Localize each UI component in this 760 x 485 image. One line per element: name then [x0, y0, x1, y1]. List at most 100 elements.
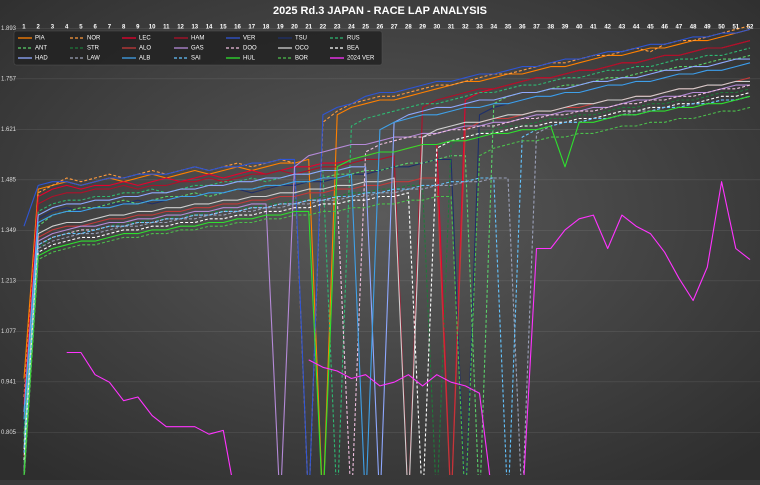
legend-label: NOR	[87, 36, 101, 42]
y-tick-label: 0.805	[1, 430, 17, 436]
legend-label: BEA	[347, 46, 359, 52]
lap-line	[23, 91, 751, 475]
legend-label: RUS	[347, 36, 360, 42]
y-tick-label: 1.757	[1, 76, 17, 82]
lap-line	[23, 95, 751, 475]
y-tick-label: 0.941	[1, 379, 17, 385]
x-tick-label: 42	[604, 25, 611, 31]
x-tick-label: 46	[661, 25, 668, 31]
x-tick-label: 8	[122, 25, 126, 31]
x-tick-label: 52	[747, 25, 754, 31]
legend-box	[13, 30, 383, 66]
x-tick-label: 28	[405, 25, 412, 31]
x-tick-label: 38	[547, 25, 554, 31]
chart-title: 2025 Rd.3 JAPAN - RACE LAP ANALYSIS	[273, 5, 487, 17]
x-tick-label: 48	[690, 25, 697, 31]
legend-label: GAS	[191, 46, 204, 52]
x-tick-label: 2	[37, 25, 41, 31]
legend-label: LAW	[87, 56, 100, 62]
legend-label: HAM	[191, 36, 204, 42]
x-tick-label: 41	[590, 25, 597, 31]
x-tick-label: 15	[220, 25, 227, 31]
x-tick-label: 18	[263, 25, 270, 31]
legend-label: BOR	[295, 56, 309, 62]
x-tick-label: 11	[163, 25, 170, 31]
lap-line	[23, 28, 751, 475]
x-tick-label: 20	[291, 25, 298, 31]
legend-label: VER	[243, 36, 256, 42]
x-tick-label: 30	[433, 25, 440, 31]
x-tick-label: 6	[93, 25, 97, 31]
lap-line	[23, 47, 751, 475]
legend-label: ALB	[139, 56, 150, 62]
lap-line	[23, 28, 751, 475]
x-tick-label: 44	[633, 25, 640, 31]
y-tick-label: 1.893	[1, 26, 17, 32]
x-tick-label: 25	[362, 25, 369, 31]
x-tick-label: 12	[177, 25, 184, 31]
y-tick-label: 1.349	[1, 228, 17, 234]
lap-line	[23, 54, 751, 475]
x-tick-label: 1	[22, 25, 26, 31]
y-tick-label: 1.077	[1, 329, 17, 335]
x-tick-label: 22	[320, 25, 327, 31]
legend-label: DOO	[243, 46, 257, 52]
x-tick-label: 3	[51, 25, 55, 31]
x-tick-label: 36	[519, 25, 526, 31]
x-tick-label: 4	[65, 25, 69, 31]
x-tick-label: 17	[248, 25, 255, 31]
x-tick-label: 19	[277, 25, 284, 31]
x-tick-label: 9	[136, 25, 140, 31]
x-tick-label: 26	[377, 25, 384, 31]
x-tick-label: 27	[391, 25, 398, 31]
x-tick-label: 5	[79, 25, 83, 31]
legend-label: PIA	[35, 36, 45, 42]
legend-label: OCO	[295, 46, 309, 52]
y-tick-label: 1.213	[1, 278, 17, 284]
x-tick-label: 43	[619, 25, 626, 31]
lap-line	[23, 95, 751, 475]
x-tick-label: 31	[448, 25, 455, 31]
x-tick-label: 35	[505, 25, 512, 31]
y-tick-label: 1.621	[1, 127, 17, 133]
x-tick-label: 24	[348, 25, 355, 31]
x-tick-label: 50	[718, 25, 725, 31]
x-tick-label: 40	[576, 25, 583, 31]
x-tick-label: 13	[191, 25, 198, 31]
x-tick-label: 34	[490, 25, 497, 31]
legend-label: ALO	[139, 46, 151, 52]
legend-label: LEC	[139, 36, 151, 42]
legend-label: HAD	[35, 56, 48, 62]
x-tick-label: 33	[476, 25, 483, 31]
x-tick-label: 16	[234, 25, 241, 31]
y-tick-label: 1.485	[1, 177, 17, 183]
lap-line	[23, 84, 750, 475]
lap-line	[23, 80, 750, 475]
lap-line	[23, 84, 751, 475]
x-tick-label: 7	[108, 25, 112, 31]
legend-label: SAI	[191, 56, 201, 62]
x-tick-label: 39	[562, 25, 569, 31]
legend-label: STR	[87, 46, 100, 52]
x-tick-label: 23	[334, 25, 341, 31]
lap-line	[23, 88, 751, 475]
legend-label: TSU	[295, 36, 307, 42]
lap-line	[23, 62, 751, 475]
x-tick-label: 14	[206, 25, 213, 31]
lap-line	[23, 106, 751, 475]
x-tick-label: 21	[305, 25, 312, 31]
lap-line	[23, 40, 751, 475]
x-tick-label: 51	[732, 25, 739, 31]
legend-label: 2024 VER	[347, 56, 375, 62]
x-tick-label: 29	[419, 25, 426, 31]
lap-line	[23, 58, 750, 475]
x-tick-label: 47	[676, 25, 683, 31]
x-tick-label: 10	[149, 25, 156, 31]
legend-label: HUL	[243, 56, 256, 62]
lap-line	[66, 181, 751, 475]
legend-label: ANT	[35, 46, 47, 52]
x-tick-label: 45	[647, 25, 654, 31]
x-tick-label: 37	[533, 25, 540, 31]
x-tick-label: 32	[462, 25, 469, 31]
